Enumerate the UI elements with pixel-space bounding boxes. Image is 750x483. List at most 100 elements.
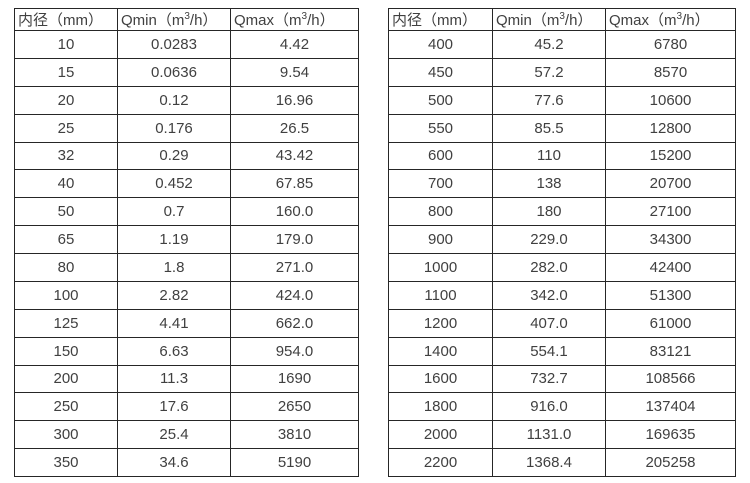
table-cell: 1131.0	[492, 420, 606, 450]
table-row: 10 0.0283 4.42	[14, 30, 359, 59]
table-cell: 100	[14, 280, 118, 310]
qmin-header-text: Qmin（m	[121, 12, 185, 29]
table-cell: 9.54	[230, 57, 359, 87]
table-cell: 0.12	[117, 85, 231, 115]
qmax-header: Qmax（m3/h）	[230, 8, 359, 31]
table-cell: 3810	[230, 420, 359, 450]
table-cell: 1600	[388, 364, 493, 394]
table-cell: 179.0	[230, 225, 359, 254]
table-row: 2000 1131.0 169635	[388, 420, 736, 450]
table-cell: 45.2	[492, 30, 606, 59]
table-cell: 1368.4	[492, 448, 606, 477]
table-cell: 350	[14, 448, 118, 477]
qmin-header-text: Qmin（m	[496, 12, 560, 29]
table-cell: 916.0	[492, 392, 606, 422]
table-row: 400 45.2 6780	[388, 30, 736, 59]
table-cell: 0.0283	[117, 30, 231, 59]
table-cell: 250	[14, 392, 118, 422]
table-cell: 600	[388, 141, 493, 171]
table-cell: 77.6	[492, 85, 606, 115]
table-cell: 800	[388, 197, 493, 227]
qmin-header-unit: /h）	[189, 12, 218, 29]
table-cell: 550	[388, 113, 493, 143]
table-row: 150 6.63 954.0	[14, 336, 359, 366]
table-cell: 169635	[605, 420, 736, 450]
table-cell: 57.2	[492, 57, 606, 87]
table-cell: 2.82	[117, 280, 231, 310]
table-cell: 1.19	[117, 225, 231, 254]
table-cell: 11.3	[117, 364, 231, 394]
header-row: 内径（mm） Qmin（m3/h） Qmax（m3/h）	[388, 8, 736, 31]
table-row: 50 0.7 160.0	[14, 197, 359, 227]
table-row: 65 1.19 179.0	[14, 225, 359, 254]
qmin-header: Qmin（m3/h）	[492, 8, 606, 31]
table-cell: 180	[492, 197, 606, 227]
table-cell: 1200	[388, 308, 493, 338]
table-cell: 450	[388, 57, 493, 87]
table-cell: 0.176	[117, 113, 231, 143]
flow-rate-table-large-diameters: 内径（mm） Qmin（m3/h） Qmax（m3/h） 400 45.2 6780…	[388, 8, 736, 477]
table-cell: 1800	[388, 392, 493, 422]
table-cell: 2650	[230, 392, 359, 422]
table-cell: 1.8	[117, 253, 231, 282]
table-cell: 20700	[605, 169, 736, 199]
table-cell: 732.7	[492, 364, 606, 394]
table-cell: 954.0	[230, 336, 359, 366]
table-cell: 40	[14, 169, 118, 199]
table-row: 1200 407.0 61000	[388, 308, 736, 338]
table-cell: 0.0636	[117, 57, 231, 87]
table-row: 800 180 27100	[388, 197, 736, 227]
table-cell: 34.6	[117, 448, 231, 477]
flow-rate-table-small-diameters: 内径（mm） Qmin（m3/h） Qmax（m3/h） 10 0.0283 4.4…	[14, 8, 359, 477]
table-row: 1600 732.7 108566	[388, 364, 736, 394]
table-cell: 1000	[388, 253, 493, 282]
table-row: 20 0.12 16.96	[14, 85, 359, 115]
table-cell: 16.96	[230, 85, 359, 115]
qmin-header-sup: 3	[184, 11, 190, 22]
table-row: 100 2.82 424.0	[14, 280, 359, 310]
header-row: 内径（mm） Qmin（m3/h） Qmax（m3/h）	[14, 8, 359, 31]
table-cell: 85.5	[492, 113, 606, 143]
table-cell: 10	[14, 30, 118, 59]
table-row: 80 1.8 271.0	[14, 253, 359, 282]
qmax-header-text: Qmax（m	[234, 12, 302, 29]
qmax-header-unit: /h）	[682, 12, 710, 29]
table-row: 250 17.6 2650	[14, 392, 359, 422]
table-row: 350 34.6 5190	[14, 448, 359, 477]
table-cell: 15	[14, 57, 118, 87]
table-cell: 2000	[388, 420, 493, 450]
table-cell: 110	[492, 141, 606, 171]
table-cell: 25.4	[117, 420, 231, 450]
table-row: 900 229.0 34300	[388, 225, 736, 254]
table-cell: 80	[14, 253, 118, 282]
table-cell: 407.0	[492, 308, 606, 338]
table-row: 1800 916.0 137404	[388, 392, 736, 422]
table-cell: 424.0	[230, 280, 359, 310]
table-cell: 229.0	[492, 225, 606, 254]
table-cell: 205258	[605, 448, 736, 477]
table-cell: 67.85	[230, 169, 359, 199]
table-row: 500 77.6 10600	[388, 85, 736, 115]
table-cell: 400	[388, 30, 493, 59]
table-cell: 61000	[605, 308, 736, 338]
table-row: 125 4.41 662.0	[14, 308, 359, 338]
table-cell: 125	[14, 308, 118, 338]
table-cell: 5190	[230, 448, 359, 477]
table-cell: 554.1	[492, 336, 606, 366]
qmax-header: Qmax（m3/h）	[605, 8, 736, 31]
table-cell: 2200	[388, 448, 493, 477]
table-cell: 26.5	[230, 113, 359, 143]
table-cell: 342.0	[492, 280, 606, 310]
table-cell: 0.7	[117, 197, 231, 227]
table-row: 32 0.29 43.42	[14, 141, 359, 171]
table-cell: 6780	[605, 30, 736, 59]
table-cell: 50	[14, 197, 118, 227]
table-row: 300 25.4 3810	[14, 420, 359, 450]
table-cell: 137404	[605, 392, 736, 422]
table-cell: 32	[14, 141, 118, 171]
table-cell: 500	[388, 85, 493, 115]
table-row: 550 85.5 12800	[388, 113, 736, 143]
table-cell: 1100	[388, 280, 493, 310]
table-row: 450 57.2 8570	[388, 57, 736, 87]
